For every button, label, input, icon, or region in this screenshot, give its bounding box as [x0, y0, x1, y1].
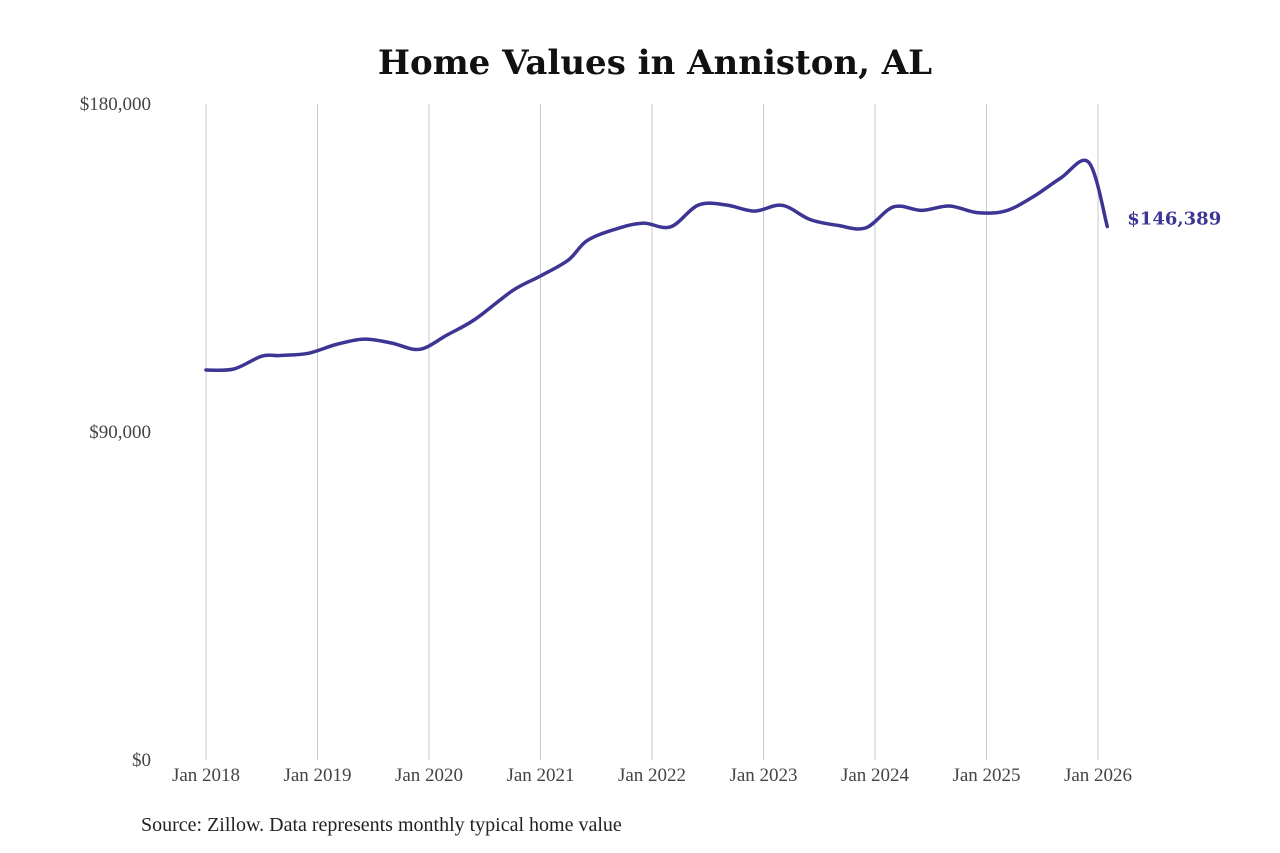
gridlines: [205, 104, 1099, 760]
x-tick-label: Jan 2018: [172, 765, 240, 786]
chart-title: Home Values in Anniston, AL: [378, 43, 932, 83]
x-axis-ticks: Jan 2018 Jan 2019 Jan 2020 Jan 2021 Jan 2022…: [172, 765, 1132, 786]
x-tick-label: Jan 2026: [1064, 765, 1132, 786]
end-value-label: $146,389: [1127, 208, 1221, 229]
x-tick-label: Jan 2019: [283, 765, 351, 786]
y-tick-label: $180,000: [80, 94, 151, 115]
source-note: Source: Zillow. Data represents monthly …: [141, 814, 622, 836]
x-tick-label: Jan 2024: [841, 765, 910, 786]
series-line: [204, 158, 1110, 373]
y-axis-ticks: $0 $90,000 $180,000: [80, 94, 151, 771]
y-tick-label: $0: [132, 750, 151, 771]
x-tick-label: Jan 2022: [618, 765, 686, 786]
x-tick-label: Jan 2021: [506, 765, 574, 786]
y-tick-label: $90,000: [89, 422, 151, 443]
x-tick-label: Jan 2025: [952, 765, 1020, 786]
x-tick-label: Jan 2023: [729, 765, 797, 786]
x-tick-label: Jan 2020: [395, 765, 463, 786]
